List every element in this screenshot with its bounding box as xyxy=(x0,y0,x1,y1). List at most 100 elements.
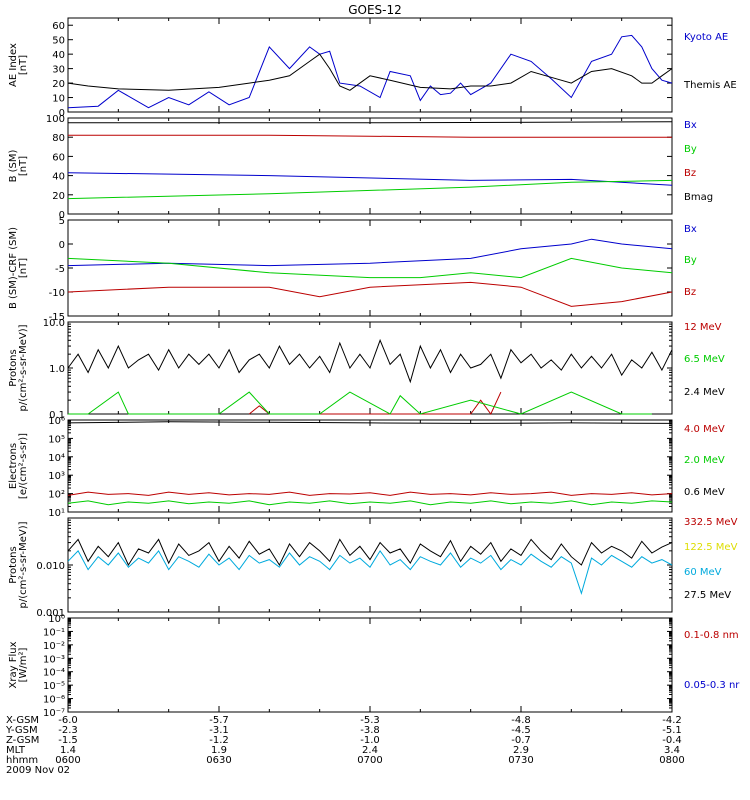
panel-frame xyxy=(67,419,673,513)
series-line-6-5-mev xyxy=(68,391,652,415)
series-line-4-0-mev xyxy=(67,491,673,496)
x-tick-value: -0.4 xyxy=(662,735,682,746)
legend-entry: Bx xyxy=(684,120,697,131)
panel-frame xyxy=(67,17,673,113)
x-tick-value: -4.5 xyxy=(511,725,531,736)
y-tick-label: 10⁵ xyxy=(48,434,65,445)
y-tick-label: 10⁻³ xyxy=(43,654,65,665)
panel-frame xyxy=(67,617,673,713)
y-tick-label: 80 xyxy=(52,133,65,144)
series-line-by xyxy=(67,179,673,200)
x-tick-value: -1.5 xyxy=(58,735,78,746)
y-axis-label: [nT] xyxy=(18,258,29,278)
y-tick-label: 40 xyxy=(52,50,65,61)
y-tick-label: 0.001 xyxy=(36,608,65,619)
series-line-bx xyxy=(67,172,673,186)
y-tick-label: 10 xyxy=(52,94,65,105)
x-tick-value: 0600 xyxy=(55,755,80,766)
y-axis-label: Protons xyxy=(8,349,19,386)
y-tick-label: 60 xyxy=(52,152,65,163)
y-axis-label: B (SM) xyxy=(8,149,19,182)
y-axis-label: p/(cm²-s-sr-MeV)] xyxy=(18,521,29,608)
series-line-0-6-mev xyxy=(67,421,673,424)
y-axis-label: [nT] xyxy=(18,55,29,75)
y-tick-label: 10¹ xyxy=(48,508,65,519)
series-line-kyoto-ae xyxy=(67,34,673,109)
y-tick-label: 10⁻¹ xyxy=(43,627,65,638)
y-tick-label: 40 xyxy=(52,172,65,183)
y-tick-label: -10 xyxy=(49,288,65,299)
y-tick-label: 20 xyxy=(52,79,65,90)
series-line-2-4-mev xyxy=(67,338,673,384)
y-tick-label: 60 xyxy=(52,21,65,32)
panel-4: 0.1 1.0 10.0 Protons p/(cm²-s-sr-MeV)] 12 MeV… xyxy=(8,318,725,421)
legend-entry: 0.6 MeV xyxy=(684,487,725,498)
y-tick-label: 10⁻⁷ xyxy=(43,708,65,719)
y-tick-label: 20 xyxy=(52,191,65,202)
y-tick-label: 10⁻² xyxy=(43,641,65,652)
x-tick-value: -5.1 xyxy=(662,725,682,736)
x-tick-value: 0630 xyxy=(206,755,231,766)
legend-entry: 2.0 MeV xyxy=(684,455,725,466)
legend-entry: Bz xyxy=(684,287,696,298)
x-tick-value: -4.8 xyxy=(511,715,531,726)
series-line-bx xyxy=(67,238,673,267)
legend-entry: By xyxy=(684,144,697,155)
y-axis-label: Electrons xyxy=(8,443,19,489)
legend-entry: By xyxy=(684,255,697,266)
x-tick-value: -3.1 xyxy=(209,725,229,736)
legend-entry: Kyoto AE xyxy=(684,32,728,43)
series-line-27-5-mev xyxy=(67,538,673,567)
panel-frame xyxy=(67,219,673,317)
x-tick-value: 2.4 xyxy=(362,745,378,756)
series-line-bmag xyxy=(68,121,673,124)
y-tick-label: 30 xyxy=(52,65,65,76)
y-axis-label: [W/m²] xyxy=(18,647,29,682)
series-line-60-mev xyxy=(67,549,673,595)
legend-entry: 2.4 MeV xyxy=(684,387,725,398)
x-tick-value: 0800 xyxy=(659,755,684,766)
x-tick-value: -6.0 xyxy=(58,715,78,726)
x-row-label: Y-GSM xyxy=(5,725,38,736)
panel-3: -15 -10 -5 0 5 B (SM)-CRF (SM) [nT] Bx By Bz xyxy=(8,216,697,323)
x-tick-value: -1.0 xyxy=(360,735,380,746)
series-line-12-mev xyxy=(248,391,502,415)
y-tick-label: 50 xyxy=(52,36,65,47)
legend-entry: 27.5 MeV xyxy=(684,590,731,601)
x-tick-value: -1.2 xyxy=(209,735,229,746)
series-line-bz xyxy=(68,134,672,138)
legend-entry: Bz xyxy=(684,168,696,179)
x-row-label: hhmm xyxy=(6,755,38,766)
x-tick-value: -5.7 xyxy=(209,715,229,726)
y-tick-label: -5 xyxy=(55,264,65,275)
y-tick-label: 10⁻⁵ xyxy=(43,681,65,692)
panel-2: 0 20 40 60 80 100 B (SM) [nT] Bx By Bz Bmag xyxy=(8,114,713,221)
y-tick-label: 0.1 xyxy=(49,410,65,421)
y-tick-label: 10⁻⁴ xyxy=(43,668,65,679)
x-tick-value: -3.8 xyxy=(360,725,380,736)
x-tick-value: 0700 xyxy=(357,755,382,766)
legend-entry: 6.5 MeV xyxy=(684,354,725,365)
x-tick-value: 1.9 xyxy=(211,745,227,756)
y-tick-label: 100 xyxy=(46,114,65,125)
y-axis-label: [e/(cm²-s-sr)] xyxy=(18,433,29,499)
y-axis-label: AE Index xyxy=(8,43,19,87)
y-tick-label: 5 xyxy=(59,216,65,227)
legend-entry: Themis AE xyxy=(683,80,737,91)
y-tick-label: -15 xyxy=(49,312,65,323)
y-tick-label: 0 xyxy=(59,210,65,221)
panel-5: 10¹ 10² 10³ 10⁴ 10⁵ 10⁶ Electrons [e/(cm²-s-sr)… xyxy=(8,416,725,519)
legend-entry: 12 MeV xyxy=(684,322,722,333)
y-tick-label: 10⁰ xyxy=(48,614,65,625)
chart-title: GOES-12 xyxy=(348,3,402,17)
y-tick-label: 10³ xyxy=(48,471,65,482)
x-tick-value: 3.4 xyxy=(664,745,680,756)
legend-entry: 0.05-0.3 nr xyxy=(684,680,740,691)
panel-6: 0.001 0.010 Protons p/(cm²-s-sr-MeV)] 332.5 … xyxy=(8,517,738,619)
y-axis-label: Protons xyxy=(8,546,19,583)
x-tick-value: -5.3 xyxy=(360,715,380,726)
legend-entry: 332.5 MeV xyxy=(684,517,738,528)
y-axis-label: Xray Flux xyxy=(8,641,19,688)
x-row-label: MLT xyxy=(6,745,26,756)
